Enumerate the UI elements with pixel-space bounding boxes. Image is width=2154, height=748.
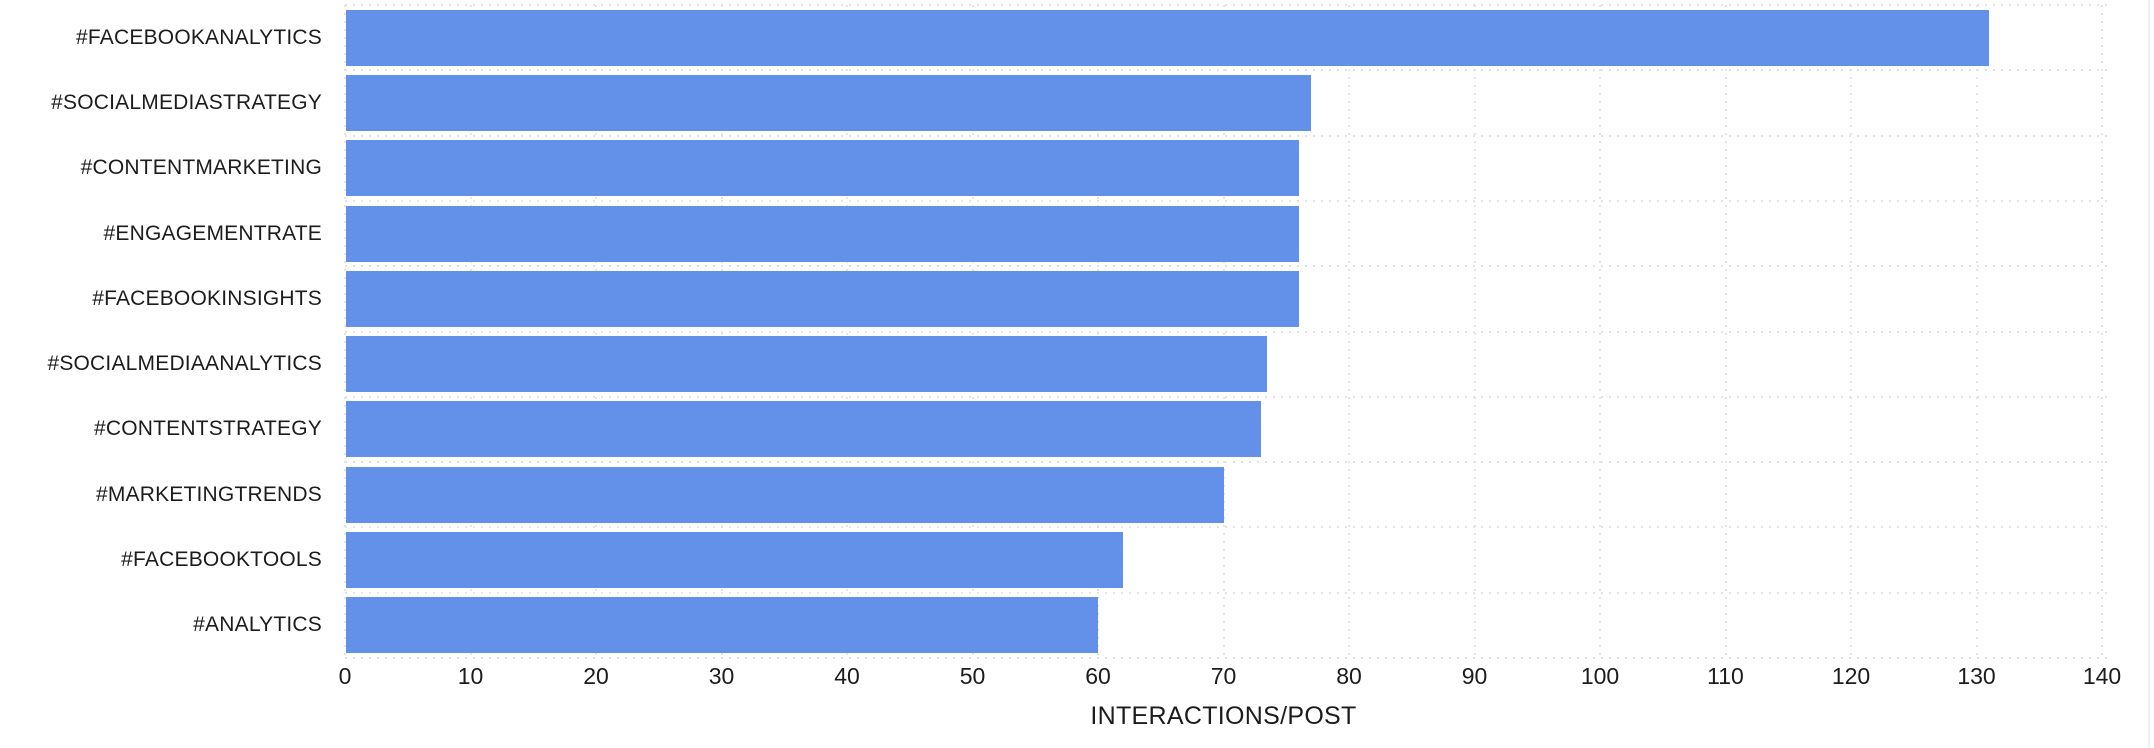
x-axis-tick-label: 90 (1461, 663, 1488, 689)
gridline-vertical (1473, 5, 1476, 658)
x-axis-tick-label: 0 (338, 663, 352, 689)
x-axis-tick-label: 110 (1707, 663, 1744, 689)
x-axis-tick-label: 70 (1210, 663, 1237, 689)
gridline-vertical (344, 5, 346, 658)
bar[interactable] (346, 466, 1224, 523)
gridline-vertical (1975, 5, 1978, 658)
y-axis-label: #ANALYTICS (193, 613, 322, 637)
y-axis-label: #FACEBOOKTOOLS (121, 548, 322, 572)
gridline-horizontal (345, 330, 2108, 333)
gridline-vertical (846, 5, 848, 658)
x-axis-tick-label: 20 (583, 663, 609, 689)
gridline-horizontal (345, 4, 2108, 6)
bar[interactable] (346, 336, 1268, 393)
x-axis-tick-label: 40 (834, 663, 860, 689)
y-axis-label: #CONTENTMARKETING (80, 156, 322, 180)
x-axis-tick-label: 60 (1085, 663, 1111, 689)
gridline-vertical (1097, 5, 1099, 658)
x-axis-tick-label: 10 (457, 663, 484, 689)
x-axis-title: INTERACTIONS/POST (1090, 702, 1357, 730)
gridline-horizontal (345, 461, 2108, 464)
x-axis: 0 10 20 30 40 50 60 70 80 90 100 110 120 130 140 (0, 663, 2154, 697)
gridline-vertical (469, 5, 472, 658)
bar[interactable] (346, 74, 1312, 131)
bar[interactable] (346, 205, 1299, 262)
x-axis-tick-label: 140 (2082, 663, 2122, 689)
x-axis-tick-label: 100 (1580, 663, 1620, 689)
bar[interactable] (346, 597, 1098, 654)
bar[interactable] (346, 401, 1262, 458)
bar[interactable] (346, 140, 1299, 197)
y-axis-label: #SOCIALMEDIASTRATEGY (51, 90, 322, 114)
gridline-horizontal (345, 134, 2108, 137)
x-axis-tick-label: 50 (959, 663, 986, 689)
gridline-horizontal (345, 395, 2108, 398)
bar[interactable] (346, 9, 1990, 66)
gridline-horizontal (345, 265, 2108, 268)
bar[interactable] (346, 270, 1299, 327)
x-axis-tick-label: 80 (1336, 663, 1362, 689)
gridline-vertical (1850, 5, 1852, 658)
gridline-horizontal (345, 69, 2108, 72)
gridline-horizontal (345, 591, 2108, 594)
gridline-horizontal (345, 526, 2108, 529)
gridline-vertical (595, 5, 597, 658)
y-axis-label: #MARKETINGTRENDS (95, 482, 322, 506)
y-axis-label: #CONTENTSTRATEGY (94, 417, 322, 441)
x-axis-tick-label: 30 (708, 663, 735, 689)
gridline-vertical (1222, 5, 1225, 658)
gridline-vertical (971, 5, 974, 658)
chart-right-edge-line (2148, 0, 2150, 748)
y-axis-label: #FACEBOOKINSIGHTS (92, 286, 322, 310)
gridline-vertical (1599, 5, 1601, 658)
x-axis-tick-label: 120 (1831, 663, 1871, 689)
gridline-vertical (1724, 5, 1727, 658)
gridline-vertical (1348, 5, 1350, 658)
gridline-horizontal (345, 199, 2108, 202)
y-axis-label: #SOCIALMEDIAANALYTICS (47, 352, 322, 376)
gridline-vertical (2101, 5, 2103, 658)
x-axis-tick-label: 130 (1957, 663, 1996, 689)
y-axis-label: #FACEBOOKANALYTICS (76, 25, 322, 49)
gridline-horizontal (345, 657, 2108, 659)
y-axis-label: #ENGAGEMENTRATE (103, 221, 322, 245)
gridline-vertical (720, 5, 723, 658)
bar[interactable] (346, 532, 1124, 589)
